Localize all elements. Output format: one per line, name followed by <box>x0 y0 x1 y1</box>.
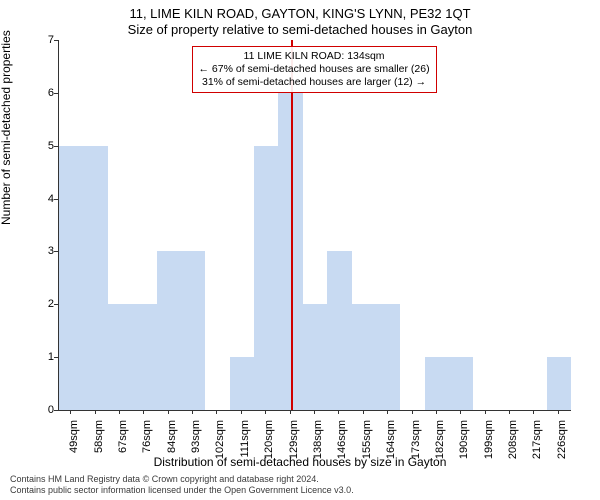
histogram-bar <box>83 146 107 410</box>
x-tick-mark <box>363 410 364 414</box>
x-tick-label: 49sqm <box>68 420 80 453</box>
chart-title-main: 11, LIME KILN ROAD, GAYTON, KING'S LYNN,… <box>0 6 600 21</box>
footer-line-2: Contains public sector information licen… <box>10 485 354 496</box>
y-tick-label: 5 <box>48 140 54 152</box>
y-tick-label: 7 <box>48 34 54 46</box>
x-tick-label: 111sqm <box>239 420 251 458</box>
x-tick-mark <box>533 410 534 414</box>
x-tick-mark <box>436 410 437 414</box>
footer-line-1: Contains HM Land Registry data © Crown c… <box>10 474 354 485</box>
x-tick-label: 217sqm <box>531 420 543 459</box>
x-tick-label: 67sqm <box>117 420 129 453</box>
x-tick-mark <box>265 410 266 414</box>
plot-area <box>58 40 571 411</box>
x-tick-label: 173sqm <box>410 420 422 459</box>
histogram-bar <box>108 304 132 410</box>
histogram-bar <box>352 304 376 410</box>
x-tick-mark <box>192 410 193 414</box>
y-tick-label: 4 <box>48 193 54 205</box>
x-tick-label: 120sqm <box>263 420 275 459</box>
x-tick-label: 182sqm <box>434 420 446 459</box>
annotation-box: 11 LIME KILN ROAD: 134sqm← 67% of semi-d… <box>192 46 437 93</box>
y-tick-label: 1 <box>48 351 54 363</box>
histogram-bar <box>157 251 181 410</box>
x-tick-label: 155sqm <box>361 420 373 459</box>
x-tick-label: 146sqm <box>336 420 348 459</box>
y-tick-mark <box>54 40 58 41</box>
histogram-bar <box>376 304 400 410</box>
x-tick-label: 199sqm <box>483 420 495 459</box>
histogram-bar <box>327 251 351 410</box>
x-tick-label: 102sqm <box>214 420 226 459</box>
x-tick-mark <box>119 410 120 414</box>
y-tick-mark <box>54 93 58 94</box>
x-tick-label: 93sqm <box>190 420 202 453</box>
x-tick-mark <box>143 410 144 414</box>
y-tick-mark <box>54 304 58 305</box>
x-tick-label: 58sqm <box>93 420 105 453</box>
y-tick-label: 2 <box>48 298 54 310</box>
y-tick-label: 6 <box>48 87 54 99</box>
x-tick-mark <box>460 410 461 414</box>
chart-title-sub: Size of property relative to semi-detach… <box>0 22 600 37</box>
x-tick-label: 138sqm <box>312 420 324 459</box>
x-tick-label: 190sqm <box>458 420 470 459</box>
histogram-bar <box>230 357 254 410</box>
y-tick-mark <box>54 357 58 358</box>
histogram-bar <box>254 146 278 410</box>
x-tick-label: 129sqm <box>288 420 300 459</box>
annotation-line: 31% of semi-detached houses are larger (… <box>199 76 430 89</box>
x-tick-mark <box>412 410 413 414</box>
annotation-line: 11 LIME KILN ROAD: 134sqm <box>199 50 430 63</box>
x-tick-mark <box>338 410 339 414</box>
x-tick-mark <box>95 410 96 414</box>
histogram-bar <box>547 357 571 410</box>
y-tick-label: 3 <box>48 245 54 257</box>
y-tick-mark <box>54 251 58 252</box>
x-tick-mark <box>558 410 559 414</box>
x-tick-mark <box>485 410 486 414</box>
x-tick-mark <box>216 410 217 414</box>
y-tick-mark <box>54 410 58 411</box>
attribution-footer: Contains HM Land Registry data © Crown c… <box>10 474 354 496</box>
x-tick-mark <box>509 410 510 414</box>
x-tick-mark <box>314 410 315 414</box>
histogram-bar <box>181 251 205 410</box>
x-tick-mark <box>290 410 291 414</box>
histogram-bar <box>303 304 327 410</box>
x-tick-label: 84sqm <box>166 420 178 453</box>
histogram-bar <box>132 304 156 410</box>
x-tick-mark <box>168 410 169 414</box>
y-tick-mark <box>54 199 58 200</box>
histogram-bar <box>449 357 473 410</box>
y-tick-label: 0 <box>48 404 54 416</box>
y-axis-label: Number of semi-detached properties <box>0 30 13 225</box>
histogram-bar <box>425 357 449 410</box>
y-tick-mark <box>54 146 58 147</box>
x-tick-label: 226sqm <box>556 420 568 459</box>
annotation-line: ← 67% of semi-detached houses are smalle… <box>199 63 430 76</box>
x-tick-label: 164sqm <box>385 420 397 459</box>
x-tick-mark <box>241 410 242 414</box>
histogram-bar <box>59 146 83 410</box>
reference-line <box>291 40 293 410</box>
x-tick-mark <box>387 410 388 414</box>
x-tick-label: 76sqm <box>141 420 153 453</box>
x-tick-label: 208sqm <box>507 420 519 459</box>
x-tick-mark <box>70 410 71 414</box>
